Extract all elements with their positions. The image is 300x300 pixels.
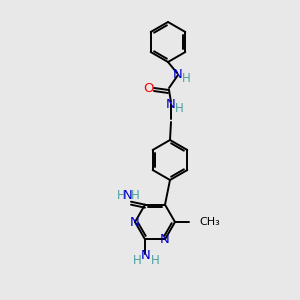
Text: H: H — [175, 101, 183, 115]
Text: N: N — [160, 233, 170, 246]
Text: N: N — [123, 189, 133, 202]
Text: N: N — [130, 215, 140, 229]
Text: N: N — [166, 98, 176, 110]
Text: N: N — [173, 68, 183, 82]
Text: H: H — [130, 189, 140, 202]
Text: N: N — [141, 249, 151, 262]
Text: H: H — [151, 254, 159, 267]
Text: H: H — [117, 189, 125, 202]
Text: O: O — [143, 82, 153, 94]
Text: H: H — [182, 71, 190, 85]
Text: H: H — [133, 254, 141, 267]
Text: CH₃: CH₃ — [199, 217, 220, 227]
